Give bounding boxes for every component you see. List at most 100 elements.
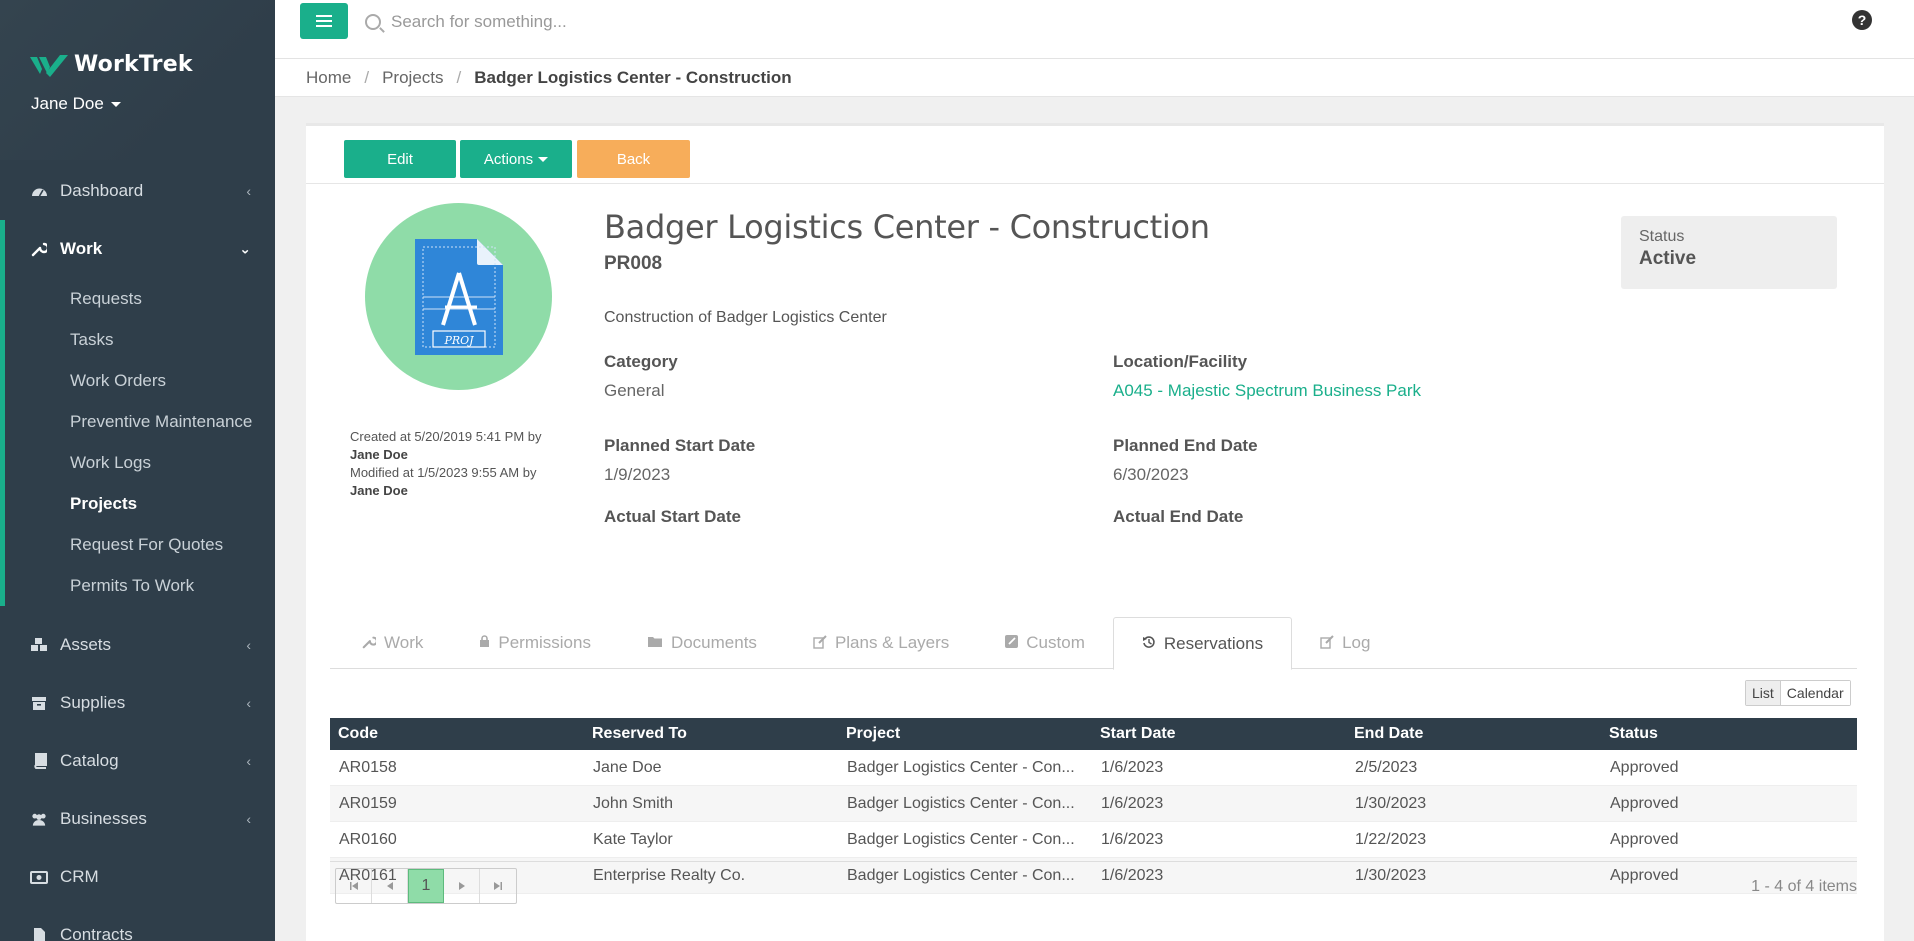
tab-work[interactable]: Work [330, 617, 451, 669]
cell-project: Badger Logistics Center - Con... [838, 822, 1092, 857]
column-header-reserved-to[interactable]: Reserved To [592, 725, 687, 742]
user-menu[interactable]: Jane Doe [31, 94, 121, 114]
project-detail-card: Edit Actions Back PROJ Created at 5/20/2… [306, 123, 1884, 941]
planned-end-value: 6/30/2023 [1113, 465, 1189, 484]
sidebar-item-label: CRM [60, 867, 99, 886]
breadcrumb-separator: / [364, 67, 370, 87]
sidebar-nav: Dashboard ‹ Work ⌄ Requests Tasks Work O… [0, 162, 275, 941]
breadcrumb-home[interactable]: Home [306, 67, 352, 87]
modified-line: Modified at 1/5/2023 9:55 AM by [350, 465, 537, 480]
view-toggle: List Calendar [1745, 680, 1851, 706]
chevron-left-icon: ‹ [246, 637, 251, 653]
avatar-text: PROJ [443, 334, 474, 347]
caret-down-icon [110, 101, 121, 107]
sidebar-item-supplies[interactable]: Supplies ‹ [0, 674, 275, 732]
app-logo[interactable]: WorkTrek [30, 52, 193, 77]
last-page-button[interactable] [480, 869, 516, 903]
tab-log[interactable]: Log [1292, 617, 1398, 669]
sidebar-item-catalog[interactable]: Catalog ‹ [0, 732, 275, 790]
back-button[interactable]: Back [577, 140, 690, 178]
sidebar-item-assets[interactable]: Assets ‹ [0, 616, 275, 674]
sidebar-subitem-projects[interactable]: Projects [70, 493, 138, 513]
table-row[interactable]: AR0160 Kate Taylor Badger Logistics Cent… [330, 822, 1857, 858]
breadcrumb-separator: / [456, 67, 462, 87]
table-row[interactable]: AR0161 Enterprise Realty Co. Badger Logi… [330, 858, 1857, 894]
column-header-end-date[interactable]: End Date [1354, 725, 1424, 742]
sidebar-subitem-tasks[interactable]: Tasks [70, 329, 114, 349]
sidebar-item-businesses[interactable]: Businesses ‹ [0, 790, 275, 848]
sidebar-subitem-requests[interactable]: Requests [70, 288, 142, 308]
next-page-button[interactable] [444, 869, 480, 903]
cell-status: Approved [1610, 758, 1679, 776]
cell-reserved-to: Jane Doe [593, 758, 662, 776]
cell-status: Approved [1610, 866, 1679, 884]
column-header-start-date[interactable]: Start Date [1100, 725, 1176, 742]
project-description: Construction of Badger Logistics Center [604, 309, 887, 326]
tab-label: Documents [670, 633, 757, 652]
sidebar-item-dashboard[interactable]: Dashboard ‹ [0, 162, 275, 220]
edit-icon [813, 634, 827, 652]
sidebar-subitem-work-orders[interactable]: Work Orders [70, 370, 167, 390]
menu-toggle-button[interactable] [300, 3, 348, 39]
search-input[interactable] [391, 12, 951, 32]
column-header-code[interactable]: Code [338, 725, 378, 742]
breadcrumb: Home / Projects / Badger Logistics Cente… [275, 59, 1914, 97]
table-row[interactable]: AR0158 Jane Doe Badger Logistics Center … [330, 750, 1857, 786]
chevron-left-icon: ‹ [246, 753, 251, 769]
previous-page-button[interactable] [372, 869, 408, 903]
sidebar-item-label: Supplies [60, 693, 126, 712]
sidebar-subitem-permits-to-work[interactable]: Permits To Work [70, 575, 195, 595]
sidebar-item-crm[interactable]: CRM [0, 848, 275, 906]
actions-dropdown-button[interactable]: Actions [460, 140, 572, 178]
tab-permissions[interactable]: Permissions [451, 617, 619, 669]
help-icon[interactable]: ? [1852, 10, 1872, 30]
tab-plans-layers[interactable]: Plans & Layers [785, 617, 977, 669]
column-header-project[interactable]: Project [846, 725, 901, 742]
cell-reserved-to: Kate Taylor [593, 830, 673, 848]
sidebar-item-contracts[interactable]: Contracts [0, 906, 275, 941]
sidebar-item-label: Work [60, 239, 103, 258]
calendar-view-button[interactable]: Calendar [1780, 681, 1850, 705]
location-link[interactable]: A045 - Majestic Spectrum Business Park [1113, 381, 1422, 400]
sidebar-item-work[interactable]: Work ⌄ [5, 220, 275, 278]
table-row[interactable]: AR0159 John Smith Badger Logistics Cente… [330, 786, 1857, 822]
chevron-left-icon: ‹ [246, 183, 251, 199]
sidebar-subitem-preventive-maintenance[interactable]: Preventive Maintenance [70, 411, 253, 431]
worktrek-logo-icon [30, 54, 68, 77]
sidebar-subitem-request-for-quotes[interactable]: Request For Quotes [70, 534, 224, 554]
wrench-icon [362, 635, 378, 652]
first-page-icon [349, 882, 358, 890]
column-header-status[interactable]: Status [1609, 725, 1658, 742]
cell-start-date: 1/6/2023 [1101, 758, 1164, 776]
dashboard-icon [30, 182, 48, 200]
edit-button[interactable]: Edit [344, 140, 456, 178]
category-value: General [604, 381, 665, 400]
tab-label: Reservations [1163, 633, 1264, 653]
search-bar [365, 6, 965, 38]
page-number-button[interactable]: 1 [408, 869, 444, 903]
project-title: Badger Logistics Center - Construction [604, 208, 1210, 246]
detail-tabs: Work Permissions Documents Plans & Layer… [330, 617, 1857, 670]
edit-icon [1320, 634, 1334, 652]
cell-end-date: 2/5/2023 [1355, 758, 1418, 776]
list-view-button[interactable]: List [1746, 681, 1781, 705]
top-bar: ? [275, 0, 1914, 59]
record-meta: Created at 5/20/2019 5:41 PM by Jane Doe… [350, 428, 542, 500]
next-page-icon [458, 882, 465, 890]
sidebar-item-label: Assets [60, 635, 112, 654]
tab-reservations[interactable]: Reservations [1112, 617, 1293, 670]
last-page-icon [494, 882, 502, 890]
folder-icon [647, 635, 663, 651]
tab-documents[interactable]: Documents [619, 617, 785, 669]
first-page-button[interactable] [336, 869, 372, 903]
breadcrumb-projects[interactable]: Projects [382, 67, 444, 87]
sidebar: WorkTrek Jane Doe Dashboard ‹ Work ⌄ Req… [0, 0, 275, 941]
previous-page-icon [386, 882, 393, 890]
square-edit-icon [1005, 635, 1019, 651]
sidebar-subitem-work-logs[interactable]: Work Logs [70, 452, 151, 472]
sidebar-item-label: Dashboard [60, 181, 144, 200]
wrench-icon [30, 240, 48, 258]
cell-code: AR0158 [339, 758, 397, 776]
project-code: PR008 [604, 253, 663, 274]
tab-custom[interactable]: Custom [977, 617, 1113, 669]
